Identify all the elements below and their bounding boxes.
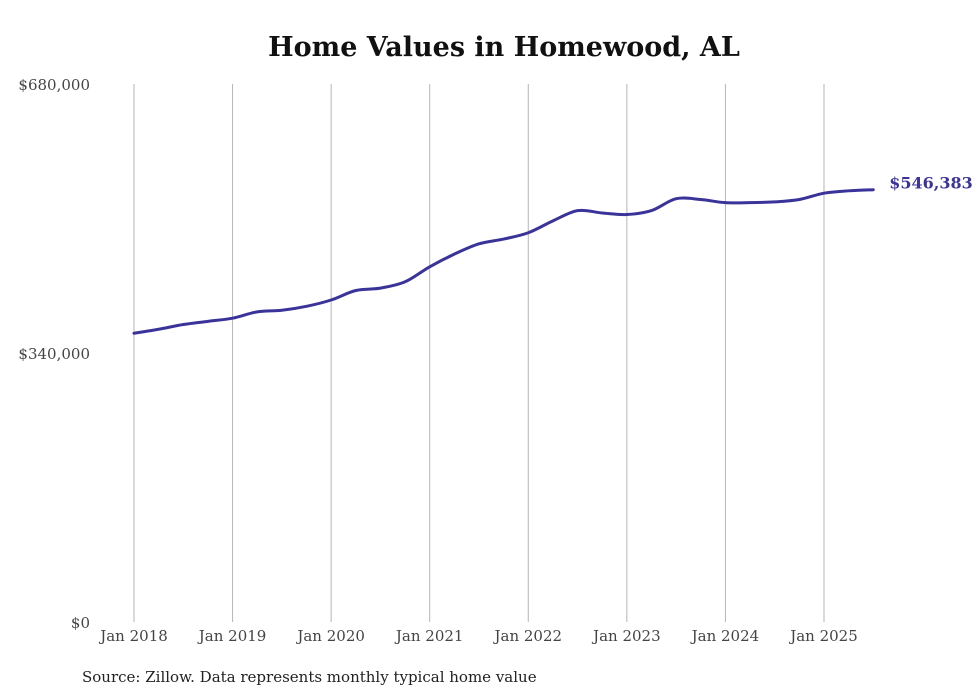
y-tick-label: $0: [71, 614, 90, 632]
source-note: Source: Zillow. Data represents monthly …: [82, 668, 537, 686]
end-value-label: $546,383: [889, 174, 973, 193]
x-tick-label: Jan 2023: [591, 627, 661, 645]
x-tick-label: Jan 2019: [197, 627, 267, 645]
series-line: [132, 188, 875, 335]
x-tick-label: Jan 2018: [98, 627, 168, 645]
x-tick-label: Jan 2024: [690, 627, 760, 645]
x-tick-label: Jan 2020: [295, 627, 365, 645]
y-tick-label: $680,000: [18, 76, 90, 94]
x-tick-label: Jan 2022: [492, 627, 562, 645]
chart-title: Home Values in Homewood, AL: [268, 32, 740, 63]
x-tick-label: Jan 2021: [394, 627, 464, 645]
y-tick-label: $340,000: [18, 345, 90, 363]
x-tick-label: Jan 2025: [788, 627, 858, 645]
